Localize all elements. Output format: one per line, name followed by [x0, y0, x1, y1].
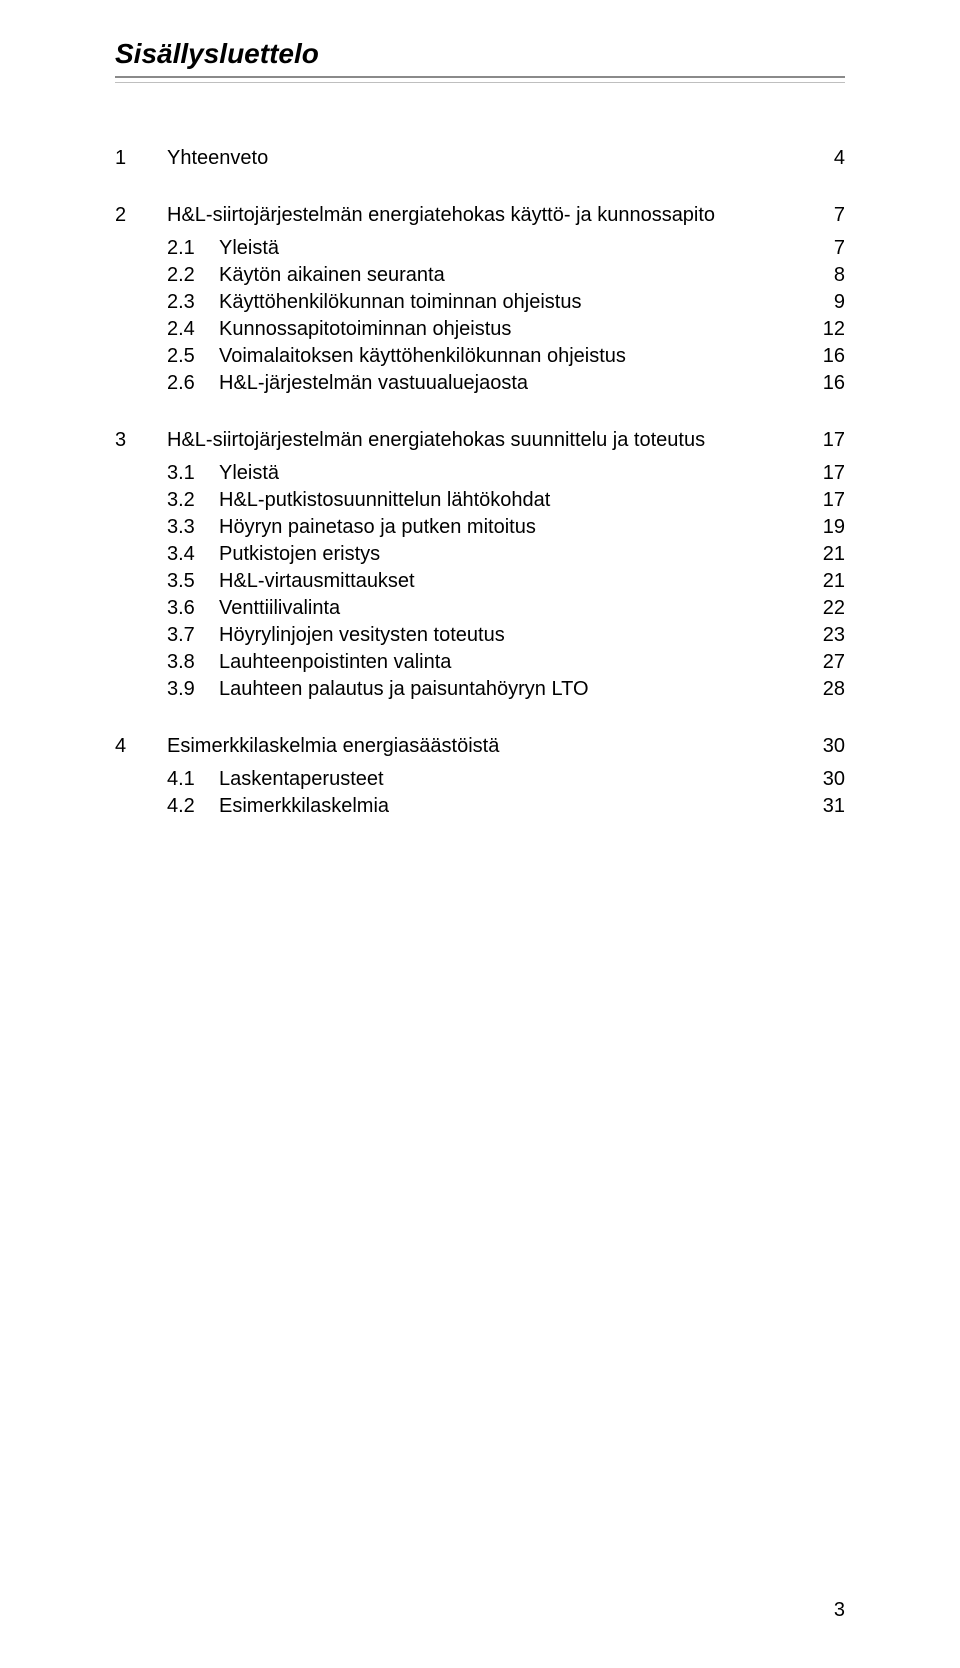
- toc-entry-number: 4: [115, 735, 167, 758]
- toc-entry-label: Esimerkkilaskelmia energiasäästöistä: [167, 735, 805, 758]
- toc-entry-label: H&L-putkistosuunnittelun lähtökohdat: [219, 489, 805, 512]
- toc-section-row: 3.6Venttiilivalinta22: [115, 597, 845, 620]
- toc-entry-label: H&L-virtausmittaukset: [219, 570, 805, 593]
- toc-entry-number: 3.2: [115, 489, 219, 512]
- toc-entry-number: 4.2: [115, 795, 219, 818]
- page: Sisällysluettelo 1Yhteenveto42H&L-siirto…: [0, 0, 960, 1668]
- toc-entry-label: Lauhteen palautus ja paisuntahöyryn LTO: [219, 678, 805, 701]
- toc-entry-label: Käytön aikainen seuranta: [219, 264, 805, 287]
- toc-entry-page: 16: [805, 372, 845, 395]
- table-of-contents: 1Yhteenveto42H&L-siirtojärjestelmän ener…: [115, 147, 845, 818]
- toc-entry-number: 2.5: [115, 345, 219, 368]
- toc-entry-page: 22: [805, 597, 845, 620]
- toc-section-row: 3.9Lauhteen palautus ja paisuntahöyryn L…: [115, 678, 845, 701]
- toc-section-row: 3.4Putkistojen eristys21: [115, 543, 845, 566]
- toc-entry-number: 1: [115, 147, 167, 170]
- toc-entry-page: 17: [805, 429, 845, 452]
- toc-entry-number: 3.4: [115, 543, 219, 566]
- toc-gap: [115, 701, 845, 735]
- toc-chapter-row: 3H&L-siirtojärjestelmän energiatehokas s…: [115, 429, 845, 452]
- toc-entry-number: 4.1: [115, 768, 219, 791]
- toc-entry-page: 17: [805, 462, 845, 485]
- toc-entry-page: 4: [805, 147, 845, 170]
- toc-entry-page: 9: [805, 291, 845, 314]
- toc-section-row: 3.8Lauhteenpoistinten valinta27: [115, 651, 845, 674]
- toc-entry-label: Lauhteenpoistinten valinta: [219, 651, 805, 674]
- toc-entry-label: Höyrylinjojen vesitysten toteutus: [219, 624, 805, 647]
- page-number: 3: [834, 1599, 845, 1622]
- toc-entry-page: 12: [805, 318, 845, 341]
- toc-chapter-row: 1Yhteenveto4: [115, 147, 845, 170]
- toc-entry-page: 21: [805, 570, 845, 593]
- toc-entry-number: 3.6: [115, 597, 219, 620]
- toc-section-row: 3.5H&L-virtausmittaukset21: [115, 570, 845, 593]
- toc-entry-number: 2.4: [115, 318, 219, 341]
- toc-entry-number: 3.8: [115, 651, 219, 674]
- toc-section-row: 2.5Voimalaitoksen käyttöhenkilökunnan oh…: [115, 345, 845, 368]
- toc-entry-page: 16: [805, 345, 845, 368]
- toc-entry-page: 30: [805, 735, 845, 758]
- toc-entry-page: 21: [805, 543, 845, 566]
- toc-entry-label: Esimerkkilaskelmia: [219, 795, 805, 818]
- toc-entry-number: 3.1: [115, 462, 219, 485]
- toc-section-row: 4.2Esimerkkilaskelmia31: [115, 795, 845, 818]
- toc-entry-number: 3: [115, 429, 167, 452]
- toc-chapter-row: 4Esimerkkilaskelmia energiasäästöistä30: [115, 735, 845, 758]
- toc-entry-number: 2.2: [115, 264, 219, 287]
- toc-entry-page: 31: [805, 795, 845, 818]
- toc-section-row: 2.6H&L-järjestelmän vastuualuejaosta16: [115, 372, 845, 395]
- toc-entry-number: 3.5: [115, 570, 219, 593]
- toc-chapter-row: 2H&L-siirtojärjestelmän energiatehokas k…: [115, 204, 845, 227]
- toc-entry-label: Putkistojen eristys: [219, 543, 805, 566]
- toc-entry-page: 30: [805, 768, 845, 791]
- toc-gap: [115, 227, 845, 237]
- toc-entry-label: Kunnossapitotoiminnan ohjeistus: [219, 318, 805, 341]
- toc-section-row: 2.2Käytön aikainen seuranta8: [115, 264, 845, 287]
- toc-entry-label: H&L-järjestelmän vastuualuejaosta: [219, 372, 805, 395]
- toc-entry-page: 7: [805, 237, 845, 260]
- toc-entry-page: 27: [805, 651, 845, 674]
- toc-entry-label: Venttiilivalinta: [219, 597, 805, 620]
- toc-section-row: 4.1Laskentaperusteet30: [115, 768, 845, 791]
- toc-section-row: 2.3Käyttöhenkilökunnan toiminnan ohjeist…: [115, 291, 845, 314]
- toc-section-row: 2.1Yleistä7: [115, 237, 845, 260]
- title-rule: [115, 76, 845, 83]
- toc-entry-page: 19: [805, 516, 845, 539]
- toc-entry-page: 8: [805, 264, 845, 287]
- toc-gap: [115, 170, 845, 204]
- toc-entry-label: Laskentaperusteet: [219, 768, 805, 791]
- toc-entry-number: 2.3: [115, 291, 219, 314]
- toc-gap: [115, 758, 845, 768]
- toc-entry-label: Yhteenveto: [167, 147, 805, 170]
- toc-section-row: 2.4Kunnossapitotoiminnan ohjeistus12: [115, 318, 845, 341]
- toc-entry-number: 2: [115, 204, 167, 227]
- toc-entry-label: Käyttöhenkilökunnan toiminnan ohjeistus: [219, 291, 805, 314]
- toc-entry-number: 3.7: [115, 624, 219, 647]
- toc-gap: [115, 452, 845, 462]
- toc-entry-number: 2.1: [115, 237, 219, 260]
- toc-entry-number: 2.6: [115, 372, 219, 395]
- toc-section-row: 3.2H&L-putkistosuunnittelun lähtökohdat1…: [115, 489, 845, 512]
- toc-entry-number: 3.9: [115, 678, 219, 701]
- toc-entry-label: Höyryn painetaso ja putken mitoitus: [219, 516, 805, 539]
- toc-entry-page: 7: [805, 204, 845, 227]
- toc-gap: [115, 395, 845, 429]
- toc-entry-number: 3.3: [115, 516, 219, 539]
- toc-entry-label: H&L-siirtojärjestelmän energiatehokas su…: [167, 429, 805, 452]
- toc-entry-label: Yleistä: [219, 462, 805, 485]
- toc-entry-page: 28: [805, 678, 845, 701]
- toc-entry-page: 17: [805, 489, 845, 512]
- toc-entry-label: H&L-siirtojärjestelmän energiatehokas kä…: [167, 204, 805, 227]
- toc-entry-label: Yleistä: [219, 237, 805, 260]
- toc-section-row: 3.1Yleistä17: [115, 462, 845, 485]
- toc-section-row: 3.7Höyrylinjojen vesitysten toteutus23: [115, 624, 845, 647]
- page-title: Sisällysluettelo: [115, 38, 845, 70]
- toc-entry-label: Voimalaitoksen käyttöhenkilökunnan ohjei…: [219, 345, 805, 368]
- toc-section-row: 3.3Höyryn painetaso ja putken mitoitus19: [115, 516, 845, 539]
- toc-entry-page: 23: [805, 624, 845, 647]
